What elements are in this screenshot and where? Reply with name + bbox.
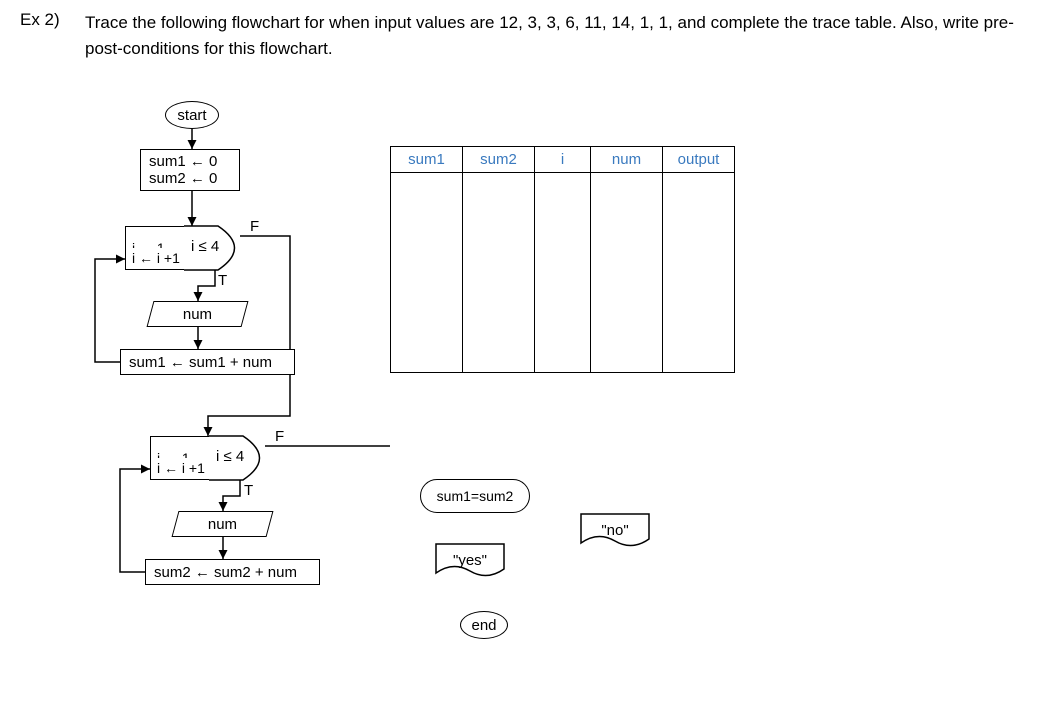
svg-text:T: T xyxy=(218,272,227,289)
node-end-label: end xyxy=(471,617,496,634)
node-start: start xyxy=(165,101,219,129)
node-loop1-incr: i ← i +1 xyxy=(132,250,185,266)
trace-table: sum1 sum2 i num output xyxy=(390,146,735,373)
node-loop1: i ← 1 i ← i +1 i ≤ 4 xyxy=(125,226,295,270)
td-sum1 xyxy=(391,173,463,373)
node-input2-label: num xyxy=(208,516,237,533)
node-decision-label: sum1=sum2 xyxy=(437,488,514,504)
node-input1: num xyxy=(147,301,249,327)
node-loop2: i ← 1 i ← i +1 i ≤ 4 xyxy=(150,436,320,480)
node-input2: num xyxy=(172,511,274,537)
node-sum1-line0: sum1 ← sum1 + num xyxy=(129,354,272,371)
node-sum2: sum2 ← sum2 + num xyxy=(145,559,320,585)
question-label: Ex 2) xyxy=(20,10,85,61)
node-init-line0: sum1 ← 0 xyxy=(149,153,217,170)
th-sum2: sum2 xyxy=(463,147,535,173)
node-end: end xyxy=(460,611,508,639)
node-out-yes: "yes" xyxy=(435,543,505,577)
svg-text:T: T xyxy=(244,482,253,499)
trace-table-body-row xyxy=(391,173,735,373)
node-out-no-label: "no" xyxy=(601,522,628,539)
node-sum2-line0: sum2 ← sum2 + num xyxy=(154,564,297,581)
th-i: i xyxy=(535,147,591,173)
trace-table-header-row: sum1 sum2 i num output xyxy=(391,147,735,173)
node-loop2-cond: i ≤ 4 xyxy=(216,448,244,465)
td-sum2 xyxy=(463,173,535,373)
flowchart: TFTFTF start sum1 ← 0 sum2 ← 0 i ← 1 i ←… xyxy=(40,81,390,681)
question-row: Ex 2) Trace the following flowchart for … xyxy=(0,0,1038,61)
node-sum1: sum1 ← sum1 + num xyxy=(120,349,295,375)
th-num: num xyxy=(591,147,663,173)
node-decision: sum1=sum2 xyxy=(420,479,530,513)
node-out-no: "no" xyxy=(580,513,650,547)
question-text: Trace the following flowchart for when i… xyxy=(85,10,1018,61)
node-loop2-incr: i ← i +1 xyxy=(157,460,210,476)
node-init: sum1 ← 0 sum2 ← 0 xyxy=(140,149,240,191)
th-sum1: sum1 xyxy=(391,147,463,173)
node-start-label: start xyxy=(177,107,206,124)
node-init-line1: sum2 ← 0 xyxy=(149,170,217,187)
node-loop1-cond: i ≤ 4 xyxy=(191,238,219,255)
td-i xyxy=(535,173,591,373)
td-num xyxy=(591,173,663,373)
content-area: TFTFTF start sum1 ← 0 sum2 ← 0 i ← 1 i ←… xyxy=(0,61,1038,681)
td-output xyxy=(663,173,735,373)
node-out-yes-label: "yes" xyxy=(453,552,487,569)
node-input1-label: num xyxy=(183,306,212,323)
th-output: output xyxy=(663,147,735,173)
